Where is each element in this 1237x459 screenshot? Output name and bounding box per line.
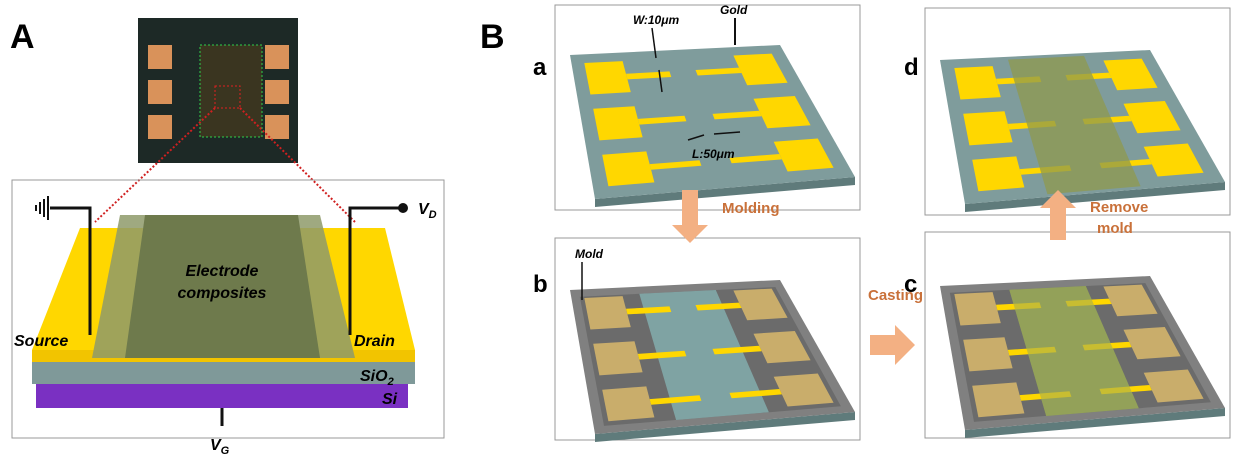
subscript: D (429, 209, 437, 221)
si-layer (36, 384, 408, 408)
electrode-pad (972, 382, 1024, 417)
devices (570, 45, 1225, 442)
electrode-pad (584, 296, 631, 329)
electrode-pad (954, 292, 1001, 325)
composite-label: composites (178, 285, 267, 302)
text: SiO (360, 368, 388, 385)
casting-label: Casting (868, 287, 923, 304)
electrode-pad (963, 337, 1012, 371)
drain-label: Drain (354, 333, 395, 350)
gold-label: Gold (720, 3, 748, 17)
vd-label: VD (418, 201, 437, 221)
composite-label: Electrode (186, 263, 259, 280)
step-label: d (904, 54, 919, 81)
vg-label: VG (210, 437, 230, 457)
figure: A Electrode composites Source Drain SiO2… (0, 0, 1237, 459)
electrode-pad (963, 111, 1012, 145)
step-label: b (533, 271, 548, 298)
electrode-pad (584, 61, 631, 94)
si-label: Si (382, 391, 398, 408)
subscript: 2 (387, 376, 394, 388)
casting-arrow (870, 325, 915, 365)
ground-symbol (36, 196, 48, 220)
width-label: W:10μm (633, 13, 679, 27)
remove-label: mold (1097, 220, 1133, 237)
electrode-pad (602, 386, 654, 421)
photo-composite (200, 45, 262, 137)
length-label: L:50μm (692, 147, 735, 161)
subscript: G (221, 445, 230, 457)
step-label: a (533, 54, 547, 81)
electrode-pad (593, 106, 642, 140)
drain-terminal (398, 203, 408, 213)
panel-label: B (480, 18, 505, 56)
molding-label: Molding (722, 200, 779, 217)
source-label: Source (14, 333, 68, 350)
electrode-pad (954, 66, 1001, 99)
mold-label: Mold (575, 247, 604, 261)
remove-label: Remove (1090, 199, 1148, 216)
electrode-pad (593, 341, 642, 375)
panel-label: A (10, 18, 35, 56)
electrode-pad (972, 156, 1024, 191)
electrode-pad (602, 151, 654, 186)
sio2-layer (32, 362, 415, 384)
